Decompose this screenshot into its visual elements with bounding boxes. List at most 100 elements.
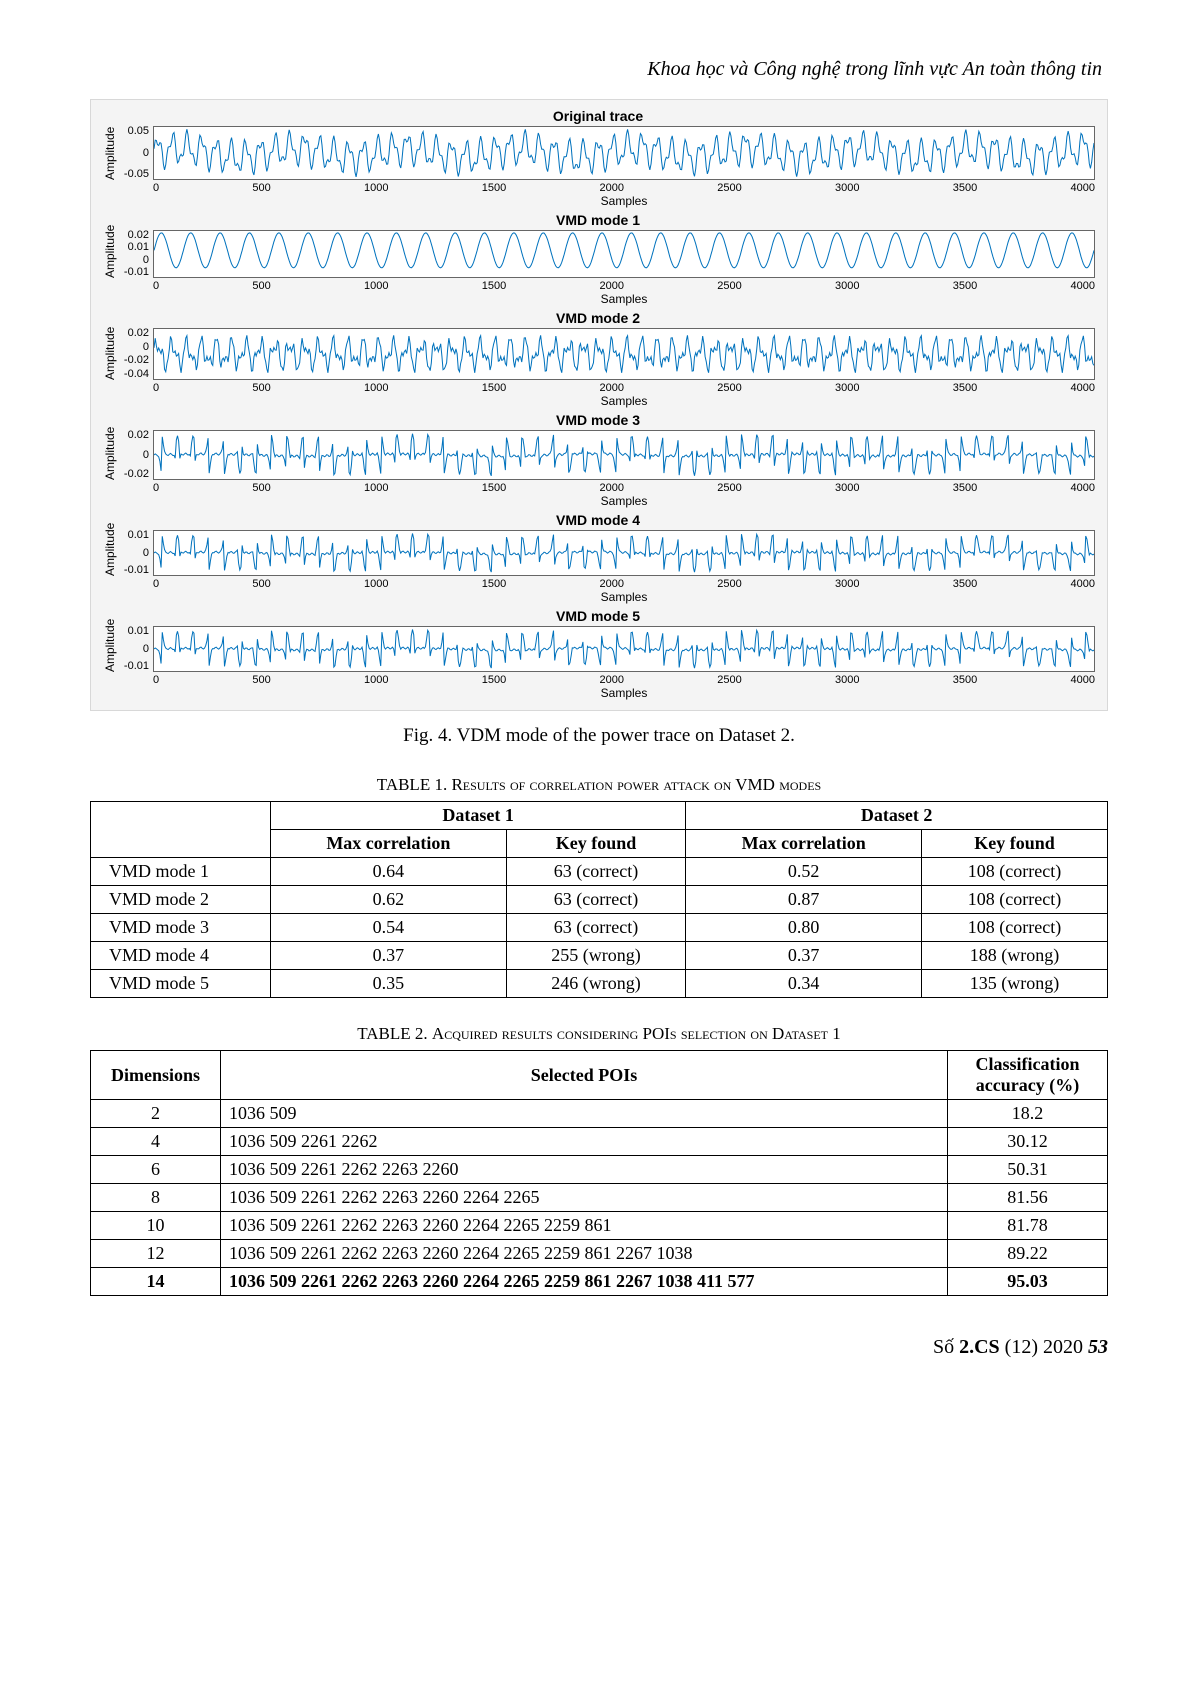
pois-cell: 1036 509 2261 2262 2263 2260 <box>221 1156 948 1184</box>
mode-cell: VMD mode 5 <box>91 970 271 998</box>
x-tick: 2000 <box>600 382 624 394</box>
value-cell: 63 (correct) <box>506 858 685 886</box>
x-tick: 500 <box>252 182 270 194</box>
pois-cell: 1036 509 <box>221 1100 948 1128</box>
value-cell: 0.62 <box>271 886 507 914</box>
pois-cell: 1036 509 2261 2262 2263 2260 2264 2265 2… <box>221 1240 948 1268</box>
value-cell: 135 (wrong) <box>922 970 1108 998</box>
y-tick: -0.01 <box>117 565 149 576</box>
table-row: VMD mode 20.6263 (correct)0.87108 (corre… <box>91 886 1108 914</box>
table-col-header: Max correlation <box>686 830 922 858</box>
y-tick: 0 <box>117 450 149 461</box>
value-cell: 0.54 <box>271 914 507 942</box>
y-ticks: 0.020-0.02-0.04 <box>117 328 153 380</box>
table-row: 101036 509 2261 2262 2263 2260 2264 2265… <box>91 1212 1108 1240</box>
y-tick: 0 <box>117 342 149 353</box>
value-cell: 0.37 <box>686 942 922 970</box>
value-cell: 0.35 <box>271 970 507 998</box>
x-ticks: 05001000150020002500300035004000 <box>153 180 1095 194</box>
value-cell: 0.52 <box>686 858 922 886</box>
table-row: VMD mode 40.37255 (wrong)0.37188 (wrong) <box>91 942 1108 970</box>
value-cell: 0.64 <box>271 858 507 886</box>
table-1: Dataset 1Dataset 2Max correlationKey fou… <box>90 801 1108 998</box>
y-tick: 0.02 <box>117 230 149 241</box>
value-cell: 0.87 <box>686 886 922 914</box>
y-tick: 0 <box>117 644 149 655</box>
mode-cell: VMD mode 4 <box>91 942 271 970</box>
plot-area <box>153 430 1095 480</box>
value-cell: 63 (correct) <box>506 886 685 914</box>
x-tick: 3500 <box>953 382 977 394</box>
x-ticks: 05001000150020002500300035004000 <box>153 380 1095 394</box>
x-tick: 4000 <box>1071 280 1095 292</box>
acc-cell: 30.12 <box>948 1128 1108 1156</box>
acc-cell: 95.03 <box>948 1268 1108 1296</box>
subplot-2: VMD mode 2Amplitude0.020-0.02-0.04050010… <box>101 310 1095 410</box>
x-tick: 1000 <box>364 182 388 194</box>
subplot-title: VMD mode 2 <box>101 310 1095 326</box>
dim-cell: 8 <box>91 1184 221 1212</box>
acc-cell: 89.22 <box>948 1240 1108 1268</box>
plot-area <box>153 626 1095 672</box>
y-ticks: 0.050-0.05 <box>117 126 153 180</box>
x-tick: 2500 <box>717 182 741 194</box>
x-tick: 1500 <box>482 280 506 292</box>
x-ticks: 05001000150020002500300035004000 <box>153 278 1095 292</box>
x-tick: 2000 <box>600 280 624 292</box>
y-axis-label: Amplitude <box>101 626 117 672</box>
dim-cell: 14 <box>91 1268 221 1296</box>
y-tick: 0.01 <box>117 242 149 253</box>
table-row: 81036 509 2261 2262 2263 2260 2264 22658… <box>91 1184 1108 1212</box>
x-tick: 2000 <box>600 674 624 686</box>
x-tick: 1500 <box>482 182 506 194</box>
y-axis-label: Amplitude <box>101 430 117 480</box>
acc-cell: 50.31 <box>948 1156 1108 1184</box>
y-ticks: 0.010-0.01 <box>117 626 153 672</box>
x-tick: 3500 <box>953 674 977 686</box>
subplot-title: Original trace <box>101 108 1095 124</box>
y-ticks: 0.020-0.02 <box>117 430 153 480</box>
y-axis-label: Amplitude <box>101 230 117 278</box>
acc-cell: 18.2 <box>948 1100 1108 1128</box>
x-tick: 3000 <box>835 578 859 590</box>
pois-cell: 1036 509 2261 2262 2263 2260 2264 2265 2… <box>221 1268 948 1296</box>
table-col-header: Classificationaccuracy (%) <box>948 1051 1108 1100</box>
x-tick: 3500 <box>953 482 977 494</box>
x-tick: 3500 <box>953 578 977 590</box>
subplot-4: VMD mode 4Amplitude0.010-0.0105001000150… <box>101 512 1095 606</box>
x-tick: 4000 <box>1071 182 1095 194</box>
table-corner <box>91 802 271 858</box>
x-ticks: 05001000150020002500300035004000 <box>153 480 1095 494</box>
mode-cell: VMD mode 3 <box>91 914 271 942</box>
x-tick: 0 <box>153 382 159 394</box>
y-tick: 0.01 <box>117 626 149 637</box>
y-axis-label: Amplitude <box>101 530 117 576</box>
y-ticks: 0.020.010-0.01 <box>117 230 153 278</box>
y-tick: 0.05 <box>117 126 149 137</box>
x-ticks: 05001000150020002500300035004000 <box>153 576 1095 590</box>
table-row: 141036 509 2261 2262 2263 2260 2264 2265… <box>91 1268 1108 1296</box>
table-row: 61036 509 2261 2262 2263 226050.31 <box>91 1156 1108 1184</box>
table-col-header: Selected POIs <box>221 1051 948 1100</box>
subplot-3: VMD mode 3Amplitude0.020-0.0205001000150… <box>101 412 1095 510</box>
y-tick: -0.04 <box>117 369 149 380</box>
y-ticks: 0.010-0.01 <box>117 530 153 576</box>
table-2: DimensionsSelected POIsClassificationacc… <box>90 1050 1108 1296</box>
y-axis-label: Amplitude <box>101 328 117 380</box>
table-row: VMD mode 10.6463 (correct)0.52108 (corre… <box>91 858 1108 886</box>
x-tick: 3000 <box>835 482 859 494</box>
table-group-header: Dataset 2 <box>686 802 1108 830</box>
dim-cell: 2 <box>91 1100 221 1128</box>
subplot-title: VMD mode 5 <box>101 608 1095 624</box>
x-tick: 0 <box>153 182 159 194</box>
x-tick: 1500 <box>482 674 506 686</box>
value-cell: 108 (correct) <box>922 886 1108 914</box>
x-tick: 2000 <box>600 578 624 590</box>
y-tick: -0.01 <box>117 267 149 278</box>
x-tick: 1500 <box>482 578 506 590</box>
x-tick: 500 <box>252 280 270 292</box>
y-tick: 0.02 <box>117 328 149 339</box>
x-tick: 3500 <box>953 182 977 194</box>
subplot-5: VMD mode 5Amplitude0.010-0.0105001000150… <box>101 608 1095 702</box>
mode-cell: VMD mode 2 <box>91 886 271 914</box>
